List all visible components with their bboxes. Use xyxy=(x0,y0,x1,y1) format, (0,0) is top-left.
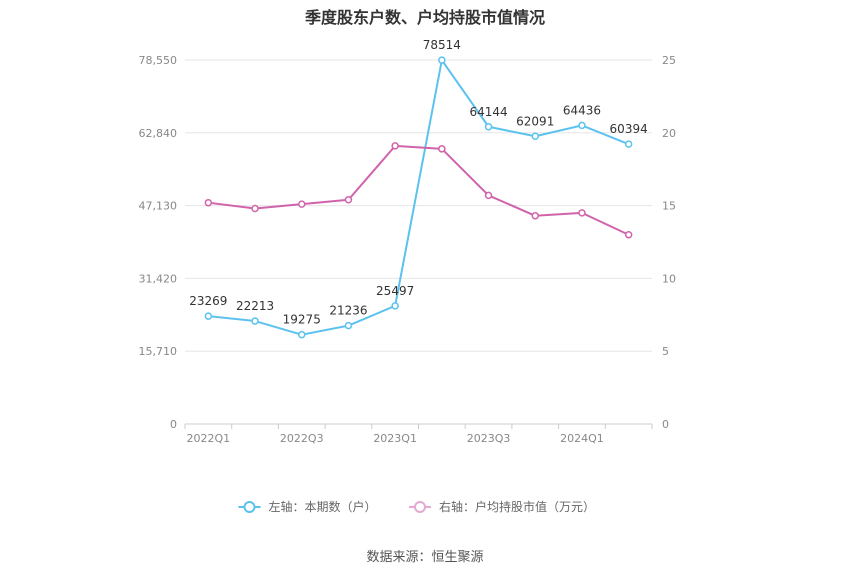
right-axis-tick-label: 15 xyxy=(662,200,676,213)
series-layer: 23269 22213 19275 21236 25497 78514 64144 62091… xyxy=(189,38,648,339)
data-point xyxy=(578,121,586,130)
data-point xyxy=(391,142,399,150)
data-point xyxy=(251,204,259,213)
series-line-1 xyxy=(208,59,630,336)
data-point xyxy=(484,191,493,200)
data-point xyxy=(204,312,213,320)
data-point xyxy=(298,330,306,339)
left-axis-tick-label: 0 xyxy=(170,418,177,431)
legend-marker xyxy=(243,501,256,513)
left-axis-ticks: 0 15,710 31,420 47,130 62,840 78,550 xyxy=(139,54,178,431)
left-axis-tick-label: 47,130 xyxy=(139,200,178,213)
x-axis-tick-label: 2024Q1 xyxy=(560,432,604,445)
data-point xyxy=(624,230,633,239)
x-axis-tick-label: 2023Q3 xyxy=(467,432,511,445)
data-point xyxy=(624,140,633,148)
left-axis-tick-label: 62,840 xyxy=(139,127,178,140)
data-point xyxy=(251,317,259,325)
chart-title: 季度股东户数、户均持股市值情况 xyxy=(304,8,545,27)
x-axis-tick-label: 2022Q1 xyxy=(187,432,231,445)
data-point xyxy=(531,132,539,141)
data-label: 62091 xyxy=(516,114,554,128)
series-line-2 xyxy=(208,144,630,236)
left-axis-tick-label: 31,420 xyxy=(139,272,178,285)
data-label: 78514 xyxy=(423,38,461,52)
data-point xyxy=(298,200,306,208)
data-source: 数据来源：恒生聚源 xyxy=(366,550,484,565)
x-axis-tick-label: 2022Q3 xyxy=(280,432,324,445)
data-point xyxy=(531,212,539,220)
data-label: 22213 xyxy=(236,299,274,313)
left-axis-tick-label: 15,710 xyxy=(139,345,178,358)
legend-label: 右轴：户均持股市值（万元） xyxy=(439,499,595,514)
right-axis-tick-label: 25 xyxy=(662,54,676,67)
data-label: 19275 xyxy=(283,313,321,327)
data-point xyxy=(438,56,446,64)
data-label: 60394 xyxy=(610,122,648,136)
x-axis-tick-label: 2023Q1 xyxy=(373,432,417,445)
data-label: 64436 xyxy=(563,103,601,117)
data-label: 23269 xyxy=(189,294,227,308)
data-point xyxy=(438,145,446,153)
legend-marker xyxy=(414,501,426,513)
data-point xyxy=(344,321,353,330)
data-point xyxy=(484,123,493,131)
right-axis-tick-label: 0 xyxy=(662,418,669,431)
data-label: 64144 xyxy=(469,105,507,119)
x-axis-ticks: 2022Q1 2022Q3 2023Q1 2023Q3 2024Q1 xyxy=(184,424,653,445)
data-point xyxy=(391,302,399,310)
data-point xyxy=(204,198,213,207)
legend[interactable]: 左轴：本期数（户） 右轴：户均持股市值（万元） xyxy=(238,499,596,514)
data-point xyxy=(578,209,586,217)
data-label: 25497 xyxy=(376,284,414,298)
data-point xyxy=(344,196,353,204)
right-axis-tick-label: 10 xyxy=(662,272,676,285)
data-label: 21236 xyxy=(329,304,367,318)
right-axis-tick-label: 20 xyxy=(662,127,676,140)
right-axis-tick-label: 5 xyxy=(662,345,669,358)
legend-label: 左轴：本期数（户） xyxy=(269,499,377,514)
left-axis-tick-label: 78,550 xyxy=(139,54,178,67)
right-axis-ticks: 0 5 10 15 20 25 xyxy=(662,54,676,431)
